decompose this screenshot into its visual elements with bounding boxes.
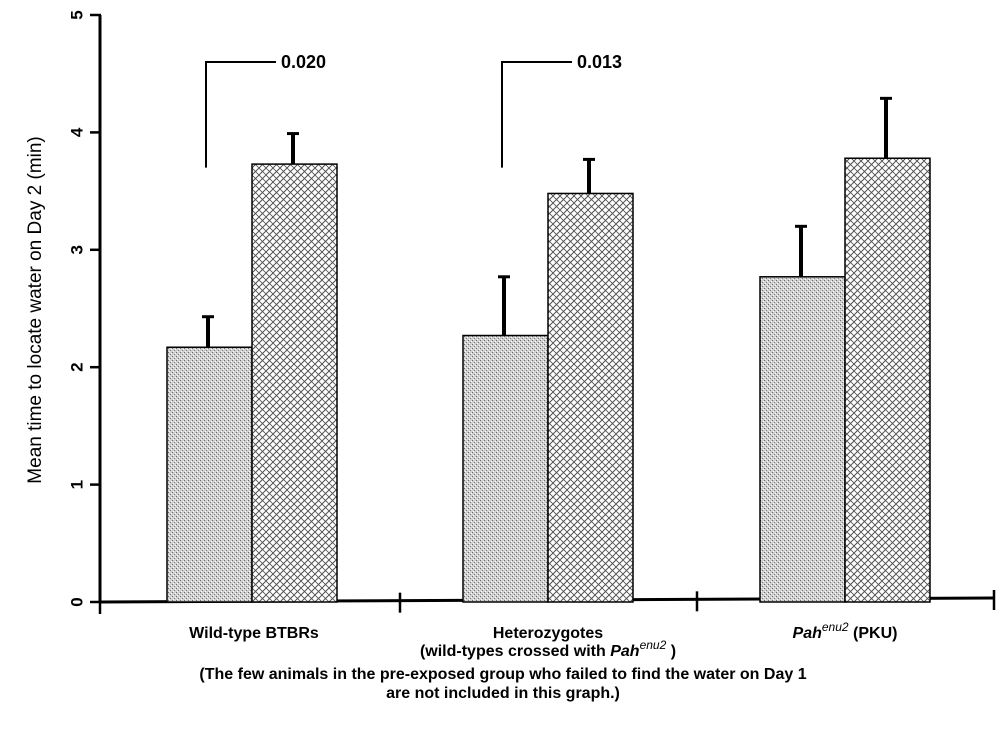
bar [844, 157, 931, 603]
significance-bracket [205, 60, 276, 168]
significance-brackets: 0.020 0.013 [205, 52, 622, 168]
category-label: Wild-type BTBRs [189, 625, 319, 642]
y-tick-label: 1 [68, 480, 87, 489]
category-label-part: ) [666, 643, 676, 660]
bar [759, 276, 846, 603]
bars [166, 157, 931, 603]
category-label: Heterozygotes [493, 625, 603, 642]
y-tick-label: 4 [68, 127, 87, 137]
category-label-part: enu2 [822, 620, 849, 634]
category-label-part: enu2 [640, 638, 667, 652]
x-ticks [98, 590, 996, 614]
bar [462, 334, 549, 603]
footnote-line-1: (The few animals in the pre-exposed grou… [199, 666, 807, 683]
category-label-part: Pah [793, 625, 823, 642]
category-label-part: Pah [610, 643, 640, 660]
y-axis-label: Mean time to locate water on Day 2 (min) [25, 136, 46, 483]
y-tick-label: 3 [68, 245, 87, 254]
error-bars [202, 96, 892, 348]
category-label: (wild-types crossed with Pahenu2 ) [420, 638, 676, 660]
category-label-part: Heterozygotes [493, 625, 603, 642]
category-label-part: (wild-types crossed with [420, 643, 610, 660]
y-tick-label: 5 [68, 10, 87, 19]
significance-bracket [501, 60, 572, 168]
y-tick-label: 0 [68, 597, 87, 606]
bar-chart: 0 1 2 3 4 5 0.020 0.013 Wild-type BTBRs Heteroz… [25, 10, 996, 660]
category-label-part: Wild-type BTBRs [189, 625, 319, 642]
category-labels: Wild-type BTBRs Heterozygotes(wild-types … [189, 620, 897, 660]
category-label: Pahenu2 (PKU) [793, 620, 898, 642]
bar [251, 163, 338, 603]
footnote-line-2: are not included in this graph.) [386, 685, 620, 702]
category-label-part: (PKU) [849, 625, 898, 642]
significance-label: 0.013 [577, 52, 622, 72]
y-tick-label: 2 [68, 362, 87, 371]
y-ticks: 0 1 2 3 4 5 [68, 10, 101, 607]
bar [166, 346, 253, 603]
bar [547, 192, 634, 603]
significance-label: 0.020 [281, 52, 326, 72]
